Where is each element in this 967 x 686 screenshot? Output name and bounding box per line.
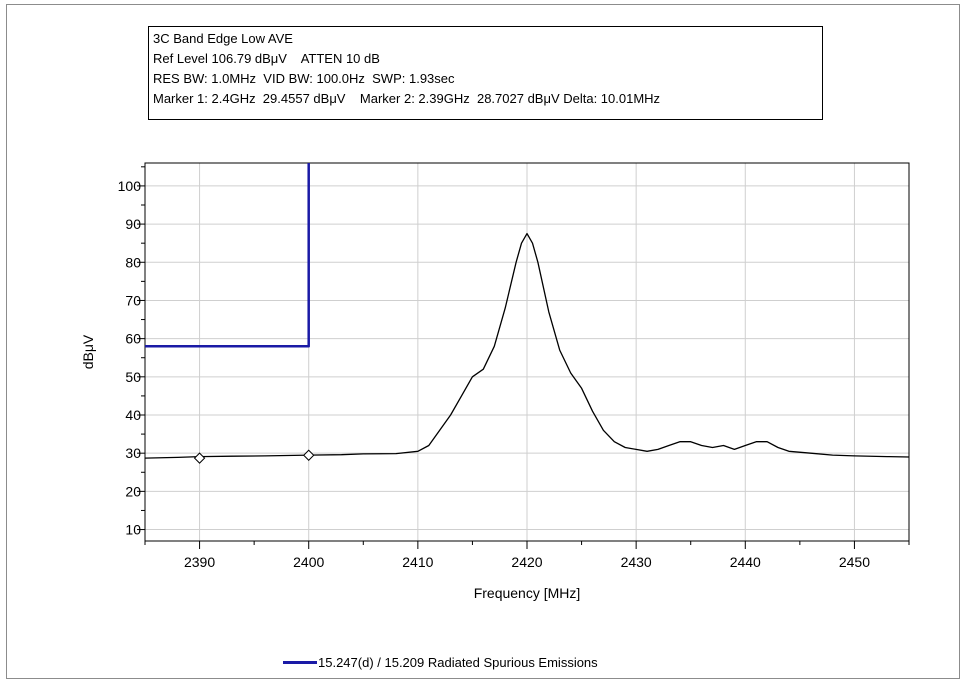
legend-label: 15.247(d) / 15.209 Radiated Spurious Emi… [318,654,598,670]
legend: 15.247(d) / 15.209 Radiated Spurious Emi… [283,652,598,672]
series [144,163,910,459]
legend-swatch [283,660,317,664]
info-bandwidth: RES BW: 1.0MHz VID BW: 100.0Hz SWP: 1.93… [153,71,455,86]
x-tick-label: 2440 [730,554,761,570]
y-axis-title: dBμV [80,334,96,369]
y-tick-label: 20 [125,483,141,499]
info-title: 3C Band Edge Low AVE [153,31,293,46]
x-tick-label: 2400 [293,554,324,570]
x-tick-label: 2420 [511,554,542,570]
info-markers: Marker 1: 2.4GHz 29.4557 dBμV Marker 2: … [153,91,661,106]
limit-line [145,163,310,348]
y-tick-label: 70 [125,292,141,308]
y-tick-label: 100 [118,178,142,194]
y-tick-label: 80 [125,254,141,270]
x-tick-label: 2430 [621,554,652,570]
x-axis-title: Frequency [MHz] [474,585,581,601]
grid [145,163,909,541]
marker-diamond [193,452,206,464]
x-tick-label: 2450 [839,554,870,570]
measurement-info-box: 3C Band Edge Low AVE Ref Level 106.79 dB… [148,26,823,120]
y-tick-label: 50 [125,369,141,385]
y-tick-label: 40 [125,407,141,423]
axis-ticks [137,166,910,549]
x-tick-label: 2410 [402,554,433,570]
tick-labels: 2390 2400 2410 2420 2430 2440 2450 10 20 30 40 50 60… [118,178,871,570]
marker-diamond [303,449,315,461]
markers [193,449,315,464]
y-tick-label: 30 [125,445,141,461]
x-tick-label: 2390 [184,554,215,570]
y-tick-label: 90 [125,216,141,232]
measurement-trace [144,232,910,459]
y-tick-label: 60 [125,331,141,347]
y-tick-label: 10 [125,522,141,538]
info-ref-level: Ref Level 106.79 dBμV ATTEN 10 dB [153,51,380,66]
